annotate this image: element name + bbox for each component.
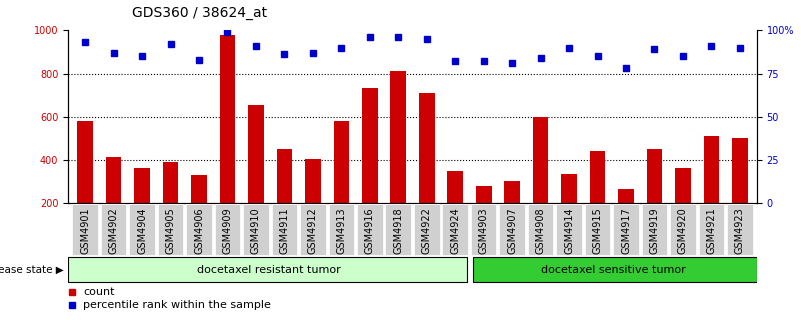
- Bar: [219, 35, 235, 247]
- Text: GSM4914: GSM4914: [564, 207, 574, 254]
- FancyBboxPatch shape: [357, 204, 383, 255]
- FancyBboxPatch shape: [129, 204, 155, 255]
- Text: GSM4920: GSM4920: [678, 207, 688, 254]
- FancyBboxPatch shape: [642, 204, 667, 255]
- Bar: [675, 168, 690, 247]
- Bar: [106, 157, 122, 247]
- FancyBboxPatch shape: [499, 204, 525, 255]
- FancyBboxPatch shape: [556, 204, 582, 255]
- FancyBboxPatch shape: [72, 204, 98, 255]
- FancyBboxPatch shape: [215, 204, 240, 255]
- Text: GSM4905: GSM4905: [166, 207, 175, 254]
- Bar: [533, 117, 549, 247]
- Text: GSM4913: GSM4913: [336, 207, 346, 254]
- Bar: [618, 188, 634, 247]
- FancyBboxPatch shape: [614, 204, 639, 255]
- Text: GDS360 / 38624_at: GDS360 / 38624_at: [132, 6, 268, 20]
- Text: docetaxel resistant tumor: docetaxel resistant tumor: [197, 265, 341, 275]
- Text: GSM4906: GSM4906: [194, 207, 204, 254]
- FancyBboxPatch shape: [186, 204, 211, 255]
- Text: disease state ▶: disease state ▶: [0, 265, 64, 275]
- Bar: [505, 180, 520, 247]
- Bar: [562, 174, 577, 247]
- FancyBboxPatch shape: [698, 204, 724, 255]
- FancyBboxPatch shape: [670, 204, 696, 255]
- Text: GSM4916: GSM4916: [364, 207, 375, 254]
- FancyBboxPatch shape: [244, 204, 269, 255]
- Text: GSM4921: GSM4921: [706, 207, 716, 254]
- Text: GSM4912: GSM4912: [308, 207, 318, 254]
- Text: GSM4919: GSM4919: [650, 207, 659, 254]
- Bar: [419, 93, 435, 247]
- Bar: [305, 159, 320, 247]
- Text: GSM4903: GSM4903: [479, 207, 489, 254]
- FancyBboxPatch shape: [471, 204, 497, 255]
- Bar: [646, 149, 662, 247]
- FancyBboxPatch shape: [585, 204, 610, 255]
- Text: GSM4910: GSM4910: [251, 207, 261, 254]
- Text: GSM4908: GSM4908: [536, 207, 545, 254]
- Bar: [135, 168, 150, 247]
- FancyBboxPatch shape: [727, 204, 753, 255]
- Text: GSM4915: GSM4915: [593, 207, 602, 254]
- Text: GSM4907: GSM4907: [507, 207, 517, 254]
- Text: GSM4902: GSM4902: [109, 207, 119, 254]
- Bar: [163, 162, 179, 247]
- FancyBboxPatch shape: [473, 257, 757, 283]
- Bar: [448, 171, 463, 247]
- Bar: [78, 121, 93, 247]
- Text: GSM4904: GSM4904: [137, 207, 147, 254]
- FancyBboxPatch shape: [300, 204, 326, 255]
- FancyBboxPatch shape: [528, 204, 553, 255]
- Bar: [248, 105, 264, 247]
- Text: GSM4909: GSM4909: [223, 207, 232, 254]
- FancyBboxPatch shape: [328, 204, 354, 255]
- Text: GSM4917: GSM4917: [621, 207, 631, 254]
- FancyBboxPatch shape: [158, 204, 183, 255]
- Text: GSM4922: GSM4922: [422, 207, 432, 254]
- Bar: [703, 136, 719, 247]
- FancyBboxPatch shape: [385, 204, 411, 255]
- Bar: [333, 121, 349, 247]
- Bar: [390, 71, 406, 247]
- Text: GSM4923: GSM4923: [735, 207, 745, 254]
- FancyBboxPatch shape: [414, 204, 440, 255]
- Bar: [191, 175, 207, 247]
- FancyBboxPatch shape: [68, 257, 467, 283]
- FancyBboxPatch shape: [272, 204, 297, 255]
- FancyBboxPatch shape: [101, 204, 127, 255]
- Text: GSM4901: GSM4901: [80, 207, 91, 254]
- Bar: [732, 138, 747, 247]
- Bar: [590, 151, 606, 247]
- Bar: [276, 149, 292, 247]
- Text: GSM4918: GSM4918: [393, 207, 403, 254]
- Text: GSM4911: GSM4911: [280, 207, 289, 254]
- FancyBboxPatch shape: [442, 204, 468, 255]
- Text: count: count: [83, 287, 115, 297]
- Text: GSM4924: GSM4924: [450, 207, 461, 254]
- Bar: [362, 88, 377, 247]
- Text: percentile rank within the sample: percentile rank within the sample: [83, 300, 271, 310]
- Bar: [476, 186, 492, 247]
- Text: docetaxel sensitive tumor: docetaxel sensitive tumor: [541, 265, 686, 275]
